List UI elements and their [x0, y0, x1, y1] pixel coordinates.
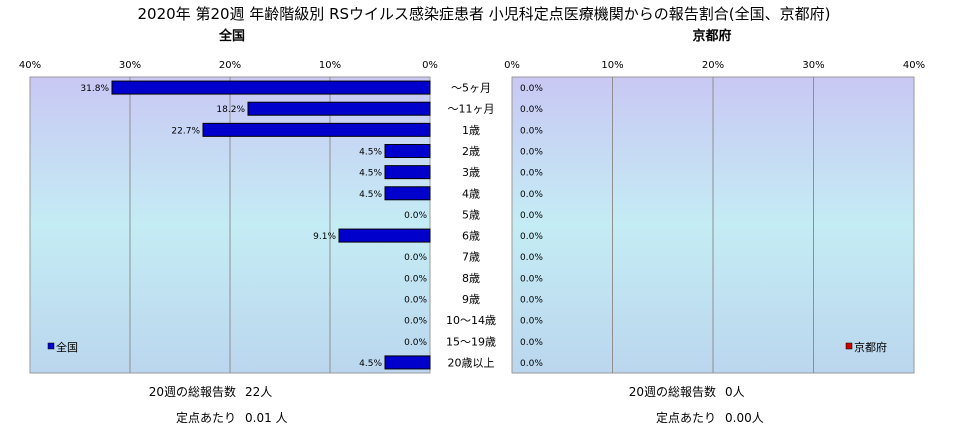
footer-total-value: 22人: [245, 385, 272, 399]
bar: [384, 144, 431, 158]
value-label: 0.0%: [520, 211, 543, 221]
value-label: 0.0%: [520, 169, 543, 179]
value-label: 0.0%: [404, 253, 427, 263]
value-label: 0.0%: [520, 190, 543, 200]
legend-label: 全国: [56, 340, 78, 354]
footer-total-value: 0人: [725, 385, 745, 399]
value-label: 0.0%: [520, 84, 543, 94]
legend-swatch: [845, 342, 853, 350]
category-label: 2歳: [462, 145, 480, 158]
bar: [384, 186, 431, 201]
category-label: 4歳: [462, 187, 480, 200]
category-label: 6歳: [462, 230, 480, 243]
value-label: 0.0%: [404, 296, 427, 306]
footer-per-site-value: 0.01 人: [245, 411, 288, 425]
category-label: ～11ヶ月: [448, 103, 495, 116]
value-label: 0.0%: [520, 105, 543, 115]
footer-total-label: 20週の総報告数: [629, 384, 716, 399]
category-label: 1歳: [462, 124, 480, 137]
x-tick-label: 30%: [119, 60, 141, 71]
category-label: 9歳: [462, 293, 480, 306]
x-tick-label: 20%: [219, 60, 241, 71]
footer-per-site-label: 定点あたり: [656, 410, 716, 425]
legend-swatch: [47, 342, 55, 350]
value-label: 31.8%: [80, 84, 109, 94]
value-label: 4.5%: [359, 169, 382, 179]
value-label: 18.2%: [216, 105, 245, 115]
x-tick-label: 40%: [903, 60, 925, 71]
value-label: 0.0%: [404, 338, 427, 348]
bar: [384, 165, 431, 180]
footer-per-site-value: 0.00人: [725, 411, 764, 425]
value-label: 22.7%: [171, 126, 200, 136]
legend-label: 京都府: [854, 340, 887, 354]
bar: [247, 101, 431, 116]
category-label: 10～14歳: [446, 314, 496, 327]
value-label: 0.0%: [404, 274, 427, 284]
value-label: 0.0%: [520, 253, 543, 263]
category-label: 7歳: [462, 251, 480, 264]
value-label: 4.5%: [359, 190, 382, 200]
value-label: 0.0%: [520, 126, 543, 136]
value-label: 9.1%: [313, 232, 336, 242]
category-label: 20歳以上: [448, 356, 495, 369]
footer-per-site-label: 定点あたり: [176, 410, 236, 425]
category-label: 3歳: [462, 166, 480, 179]
panel-subtitle: 京都府: [692, 28, 731, 44]
chart-title: 2020年 第20週 年齢階級別 RSウイルス感染症患者 小児科定点医療機関から…: [138, 5, 831, 23]
x-tick-label: 30%: [802, 60, 824, 71]
x-tick-label: 0%: [422, 60, 438, 71]
value-label: 0.0%: [520, 232, 543, 242]
value-label: 4.5%: [359, 359, 382, 369]
panel-subtitle: 全国: [218, 28, 245, 44]
x-tick-label: 40%: [19, 60, 41, 71]
x-tick-label: 20%: [702, 60, 724, 71]
bar: [384, 355, 431, 370]
category-label: 15～19歳: [446, 335, 496, 348]
bar: [338, 228, 431, 243]
footer-total-label: 20週の総報告数: [149, 384, 236, 399]
x-tick-label: 10%: [319, 60, 341, 71]
value-label: 0.0%: [520, 274, 543, 284]
category-label: ～5ヶ月: [451, 82, 491, 95]
value-label: 0.0%: [404, 317, 427, 327]
value-label: 0.0%: [520, 148, 543, 158]
value-label: 0.0%: [520, 338, 543, 348]
value-label: 0.0%: [520, 317, 543, 327]
category-label: 8歳: [462, 272, 480, 285]
category-label: 5歳: [462, 208, 480, 221]
x-tick-label: 0%: [504, 60, 520, 71]
value-label: 0.0%: [520, 359, 543, 369]
x-tick-label: 10%: [601, 60, 623, 71]
value-label: 4.5%: [359, 148, 382, 158]
value-label: 0.0%: [520, 296, 543, 306]
value-label: 0.0%: [404, 211, 427, 221]
bar: [202, 122, 431, 137]
bar: [111, 80, 431, 95]
